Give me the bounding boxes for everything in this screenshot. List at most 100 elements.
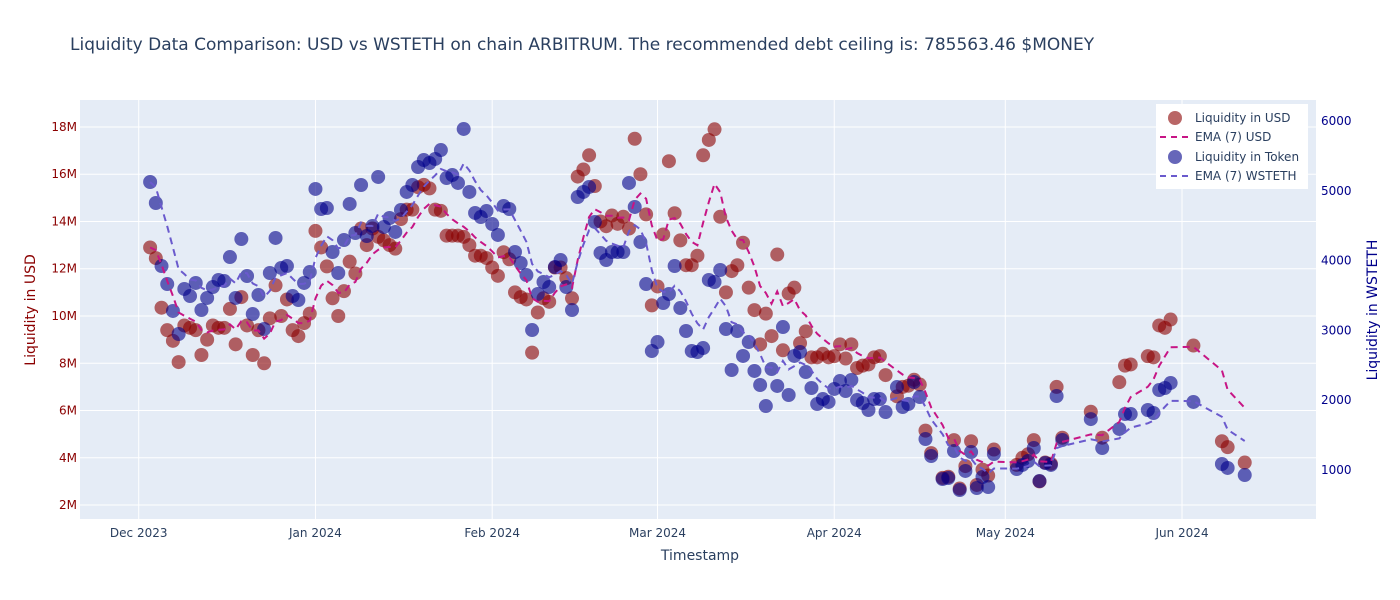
usd-point bbox=[758, 306, 773, 321]
token-point bbox=[804, 381, 819, 396]
usd-point bbox=[331, 308, 346, 323]
legend-item-token[interactable]: Liquidity in Token bbox=[1168, 150, 1299, 164]
y-left-tick-label: 6M bbox=[59, 404, 77, 418]
usd-point bbox=[268, 278, 283, 293]
token-point bbox=[462, 184, 477, 199]
token-point bbox=[587, 214, 602, 229]
token-point bbox=[154, 259, 169, 274]
usd-point bbox=[838, 351, 853, 366]
token-point bbox=[730, 323, 745, 338]
token-point bbox=[148, 196, 163, 211]
usd-point bbox=[519, 292, 534, 307]
token-point bbox=[257, 322, 272, 337]
legend: Liquidity in USD EMA (7) USD Liquidity i… bbox=[1156, 104, 1308, 189]
usd-point bbox=[240, 318, 255, 333]
usd-point bbox=[701, 132, 716, 147]
token-point bbox=[382, 211, 397, 226]
token-point bbox=[519, 268, 534, 283]
token-point bbox=[171, 326, 186, 341]
token-point bbox=[371, 169, 386, 184]
usd-point bbox=[257, 356, 272, 371]
token-point bbox=[770, 378, 785, 393]
usd-point bbox=[530, 305, 545, 320]
usd-point bbox=[1237, 455, 1252, 470]
token-point bbox=[160, 277, 175, 292]
token-point bbox=[924, 449, 939, 464]
legend-label: EMA (7) WSTETH bbox=[1195, 169, 1297, 183]
token-point bbox=[582, 179, 597, 194]
usd-point bbox=[582, 148, 597, 163]
usd-point bbox=[633, 167, 648, 182]
usd-point bbox=[291, 329, 306, 344]
token-point bbox=[775, 320, 790, 335]
usd-point bbox=[1146, 350, 1161, 365]
token-point bbox=[559, 280, 574, 295]
usd-point bbox=[222, 301, 237, 316]
token-point bbox=[758, 399, 773, 414]
usd-point bbox=[730, 258, 745, 273]
token-point bbox=[633, 235, 648, 250]
x-tick-label: Apr 2024 bbox=[807, 526, 862, 540]
token-point bbox=[308, 181, 323, 196]
usd-point bbox=[775, 343, 790, 358]
usd-point bbox=[319, 259, 334, 274]
legend-item-ema-usd[interactable]: EMA (7) USD bbox=[1160, 130, 1271, 144]
usd-point bbox=[348, 266, 363, 281]
usd-point bbox=[490, 268, 505, 283]
y-left-tick-label: 12M bbox=[51, 262, 77, 276]
usd-point bbox=[154, 300, 169, 315]
usd-point bbox=[707, 122, 722, 137]
usd-point bbox=[872, 349, 887, 364]
token-point bbox=[234, 232, 249, 247]
token-point bbox=[667, 259, 682, 274]
token-point bbox=[1112, 421, 1127, 436]
token-point bbox=[542, 280, 557, 295]
token-point bbox=[336, 232, 351, 247]
token-point bbox=[222, 250, 237, 265]
legend-item-usd[interactable]: Liquidity in USD bbox=[1168, 111, 1291, 125]
markers bbox=[143, 121, 1252, 498]
token-point bbox=[456, 121, 471, 136]
usd-point bbox=[160, 323, 175, 338]
token-point bbox=[388, 224, 403, 239]
token-point bbox=[194, 302, 209, 317]
usd-point bbox=[696, 148, 711, 163]
usd-point bbox=[718, 285, 733, 300]
usd-point bbox=[713, 209, 728, 224]
token-point bbox=[741, 335, 756, 350]
usd-point bbox=[736, 235, 751, 250]
usd-marker-icon bbox=[1168, 111, 1182, 125]
token-point bbox=[450, 175, 465, 190]
usd-point bbox=[661, 154, 676, 169]
usd-point bbox=[565, 291, 580, 306]
token-point bbox=[325, 244, 340, 259]
token-point bbox=[183, 289, 198, 304]
usd-point bbox=[1220, 440, 1235, 455]
x-tick-label: Jan 2024 bbox=[288, 526, 342, 540]
usd-point bbox=[342, 254, 357, 269]
token-point bbox=[713, 263, 728, 278]
legend-item-ema-wsteth[interactable]: EMA (7) WSTETH bbox=[1160, 169, 1297, 183]
usd-point bbox=[525, 345, 540, 360]
token-point bbox=[661, 287, 676, 302]
token-point bbox=[844, 372, 859, 387]
usd-point bbox=[576, 162, 591, 177]
token-point bbox=[696, 341, 711, 356]
token-point bbox=[986, 447, 1001, 462]
token-point bbox=[331, 266, 346, 281]
token-point bbox=[639, 277, 654, 292]
y-right-tick-label: 6000 bbox=[1321, 114, 1352, 128]
y-axis-left-title: Liquidity in USD bbox=[23, 254, 39, 365]
token-point bbox=[200, 290, 215, 305]
token-point bbox=[627, 199, 642, 214]
token-point bbox=[679, 323, 694, 338]
x-tick-label: Dec 2023 bbox=[110, 526, 168, 540]
token-point bbox=[393, 202, 408, 217]
usd-point bbox=[194, 347, 209, 362]
token-point bbox=[1163, 375, 1178, 390]
token-point bbox=[650, 335, 665, 350]
token-point bbox=[736, 348, 751, 363]
token-point bbox=[553, 253, 568, 268]
usd-point bbox=[308, 223, 323, 238]
y-axis-right-title: Liquidity in WSTETH bbox=[1365, 240, 1381, 381]
